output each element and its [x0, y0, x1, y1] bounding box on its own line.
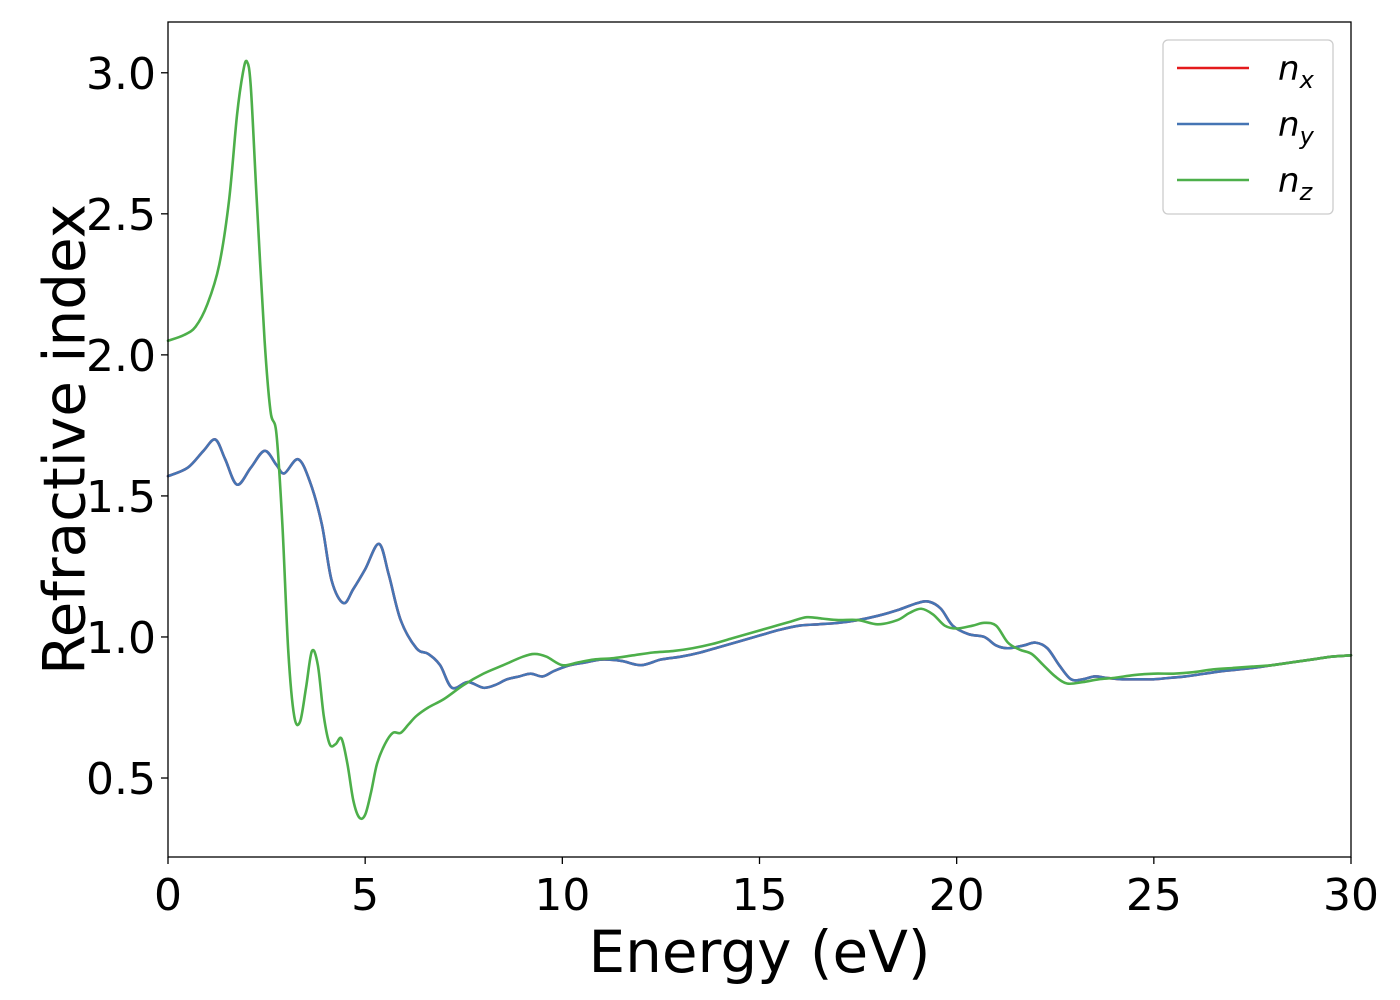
x-axis-ticks: 0 5 10 15 20 25 30: [154, 857, 1379, 921]
y-axis-label: Refractive index: [30, 204, 98, 675]
y-tick-label: 0.5: [86, 754, 156, 805]
x-tick-label: 0: [154, 870, 182, 921]
legend-label-ny: ny: [1278, 105, 1315, 150]
y-tick-label: 2.0: [86, 331, 156, 382]
legend-box: [1162, 39, 1334, 215]
y-tick-label: 2.5: [86, 190, 156, 241]
series-line-nz: [166, 59, 1353, 821]
x-tick-label: 20: [929, 870, 985, 921]
y-tick-label: 1.0: [86, 613, 156, 664]
y-tick-label: 1.5: [86, 472, 156, 523]
x-tick-label: 30: [1323, 870, 1379, 921]
x-tick-label: 5: [351, 870, 379, 921]
series-layer: [166, 59, 1353, 821]
x-tick-label: 10: [534, 870, 590, 921]
x-tick-label: 25: [1126, 870, 1182, 921]
legend-label-nz: nz: [1278, 161, 1314, 206]
y-axis-ticks: 0.5 1.0 1.5 2.0 2.5 3.0: [86, 49, 168, 805]
legend-label-nx: nx: [1278, 49, 1315, 94]
y-tick-label: 3.0: [86, 49, 156, 100]
x-tick-label: 15: [732, 870, 788, 921]
legend: nx ny nz: [1162, 39, 1334, 215]
x-axis-label: Energy (eV): [588, 918, 930, 986]
